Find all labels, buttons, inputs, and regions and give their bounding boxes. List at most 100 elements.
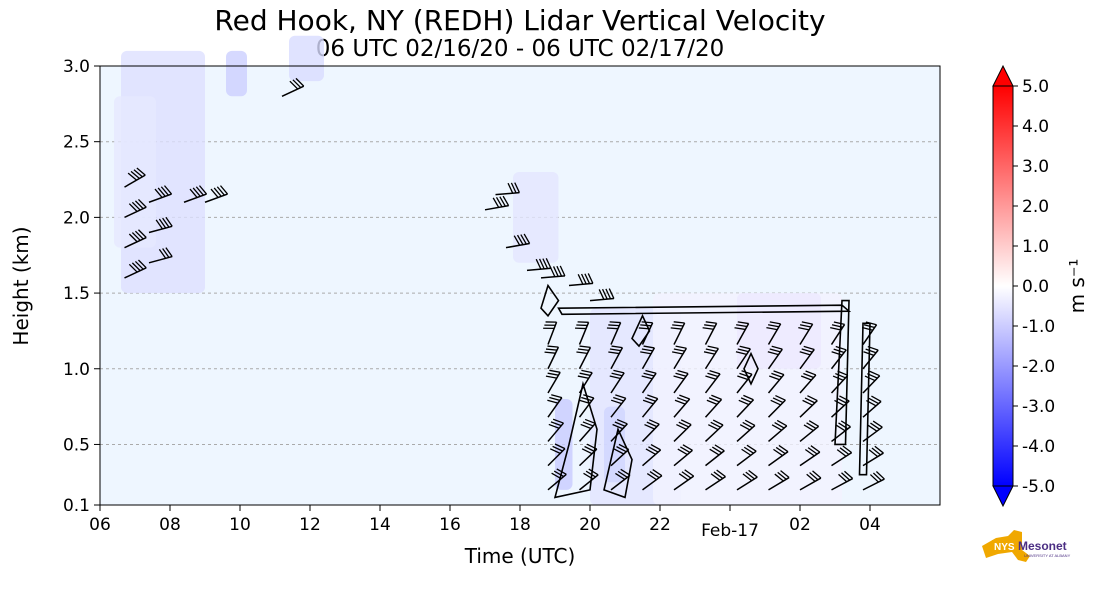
contour-lines — [540, 283, 871, 499]
colorbar-tick-label: -2.0 — [1022, 357, 1055, 377]
wind-barb — [735, 345, 751, 370]
wind-barb — [124, 259, 147, 279]
colorbar-tick-label: 0.0 — [1022, 277, 1049, 297]
wind-barb — [799, 345, 815, 370]
wind-barb — [124, 229, 147, 249]
wind-barb — [767, 345, 783, 370]
chart-subtitle: 06 UTC 02/16/20 - 06 UTC 02/17/20 — [315, 36, 725, 62]
wind-barb — [734, 321, 750, 345]
wind-barb — [641, 394, 659, 418]
wind-barb — [705, 469, 726, 491]
x-tick-label: 16 — [439, 515, 461, 535]
contour-line — [743, 351, 759, 386]
wind-barb — [124, 199, 147, 219]
colorbar-tick-label: -3.0 — [1022, 397, 1055, 417]
colorbar: 5.0 4.0 3.0 2.0 1.0 0.0 -1.0 -2.0 -3.0 -4.0 -5.0 m… — [992, 64, 1089, 508]
shading-region — [226, 50, 247, 97]
wind-barb — [640, 345, 656, 370]
wind-barb — [545, 369, 561, 394]
x-tick-label: Feb-17 — [701, 521, 759, 541]
wind-barb — [768, 470, 790, 491]
wind-barb — [608, 345, 624, 370]
contour-line — [834, 299, 850, 446]
colorbar-tick-label: 3.0 — [1022, 157, 1049, 177]
contour-line — [858, 322, 871, 476]
wind-barb — [610, 394, 627, 418]
colorbar-tick-label: 1.0 — [1022, 237, 1049, 257]
colorbar-tick-label: 2.0 — [1022, 197, 1049, 217]
wind-barb — [703, 345, 720, 370]
y-tick-label: 0.1 — [63, 496, 90, 516]
logo-small-text: UNIVERSITY AT ALBANY — [1024, 553, 1071, 558]
shading-region — [513, 171, 559, 263]
wind-barb — [124, 167, 146, 188]
x-tick-label: 06 — [89, 515, 111, 535]
colorbar-label: m s⁻¹ — [1065, 259, 1089, 314]
colorbar-max-arrow — [992, 64, 1014, 87]
contour-line — [631, 313, 651, 348]
wind-barb — [540, 265, 566, 279]
wind-barb — [526, 258, 552, 272]
wind-barb — [148, 185, 173, 203]
x-tick-label: 20 — [579, 515, 601, 535]
colorbar-tick-label: -4.0 — [1022, 437, 1055, 457]
wind-barb — [767, 394, 786, 418]
wind-barb — [799, 395, 818, 418]
wind-barb — [606, 321, 622, 345]
wind-barb — [568, 273, 594, 287]
y-tick-label: 1.0 — [63, 360, 90, 380]
contour-line — [553, 380, 598, 499]
x-tick-label: 14 — [369, 515, 391, 535]
wind-barb — [831, 445, 853, 467]
colorbar-bar — [992, 85, 1014, 487]
wind-barb — [589, 288, 615, 302]
wind-barb — [610, 468, 631, 491]
wind-barb — [484, 195, 510, 211]
shading-region — [289, 35, 324, 82]
logo-main-text: Mesonet — [1018, 539, 1067, 553]
y-tick-label: 0.5 — [63, 435, 90, 455]
x-axis-label: Time (UTC) — [464, 544, 576, 568]
wind-barb — [183, 185, 208, 203]
wind-barb — [736, 394, 755, 418]
wind-barb — [799, 470, 822, 491]
wind-barb — [768, 444, 789, 467]
wind-barb — [505, 233, 531, 249]
wind-barb — [575, 321, 590, 345]
wind-barb — [547, 418, 565, 442]
wind-barb — [799, 420, 820, 443]
wind-barb — [670, 321, 686, 345]
wind-barb — [547, 443, 566, 467]
wind-barb — [148, 247, 173, 264]
chart-title: Red Hook, NY (REDH) Lidar Vertical Veloc… — [214, 4, 826, 37]
wind-barb — [799, 445, 821, 467]
wind-barb — [799, 370, 817, 394]
wind-barb — [798, 321, 814, 345]
wind-barb — [543, 321, 558, 345]
wind-barb — [673, 419, 692, 442]
wind-barb — [704, 419, 724, 442]
wind-barb — [204, 185, 229, 203]
colorbar-tick-label: 4.0 — [1022, 117, 1049, 137]
wind-barb — [578, 394, 595, 418]
wind-barb — [705, 444, 725, 467]
nys-mesonet-logo: NYS Mesonet UNIVERSITY AT ALBANY — [982, 530, 1071, 562]
y-tick-label: 3.0 — [63, 57, 90, 77]
wind-barb — [736, 444, 757, 467]
wind-barb — [702, 321, 718, 345]
contour-line — [603, 426, 633, 499]
wind-barb — [609, 369, 625, 394]
wind-barb — [642, 443, 662, 467]
colorbar-tick-label: -1.0 — [1022, 317, 1055, 337]
wind-barb — [641, 369, 657, 394]
colorbar-tick-label: 5.0 — [1022, 77, 1049, 97]
wind-barb — [704, 370, 721, 394]
shading-region — [114, 96, 156, 248]
x-tick-label: 22 — [649, 515, 671, 535]
wind-barb — [831, 470, 854, 491]
x-tick-label: 04 — [859, 515, 881, 535]
wind-barb — [576, 345, 592, 370]
wind-barb — [547, 394, 563, 418]
wind-barb — [610, 418, 628, 442]
wind-barb — [862, 471, 885, 491]
